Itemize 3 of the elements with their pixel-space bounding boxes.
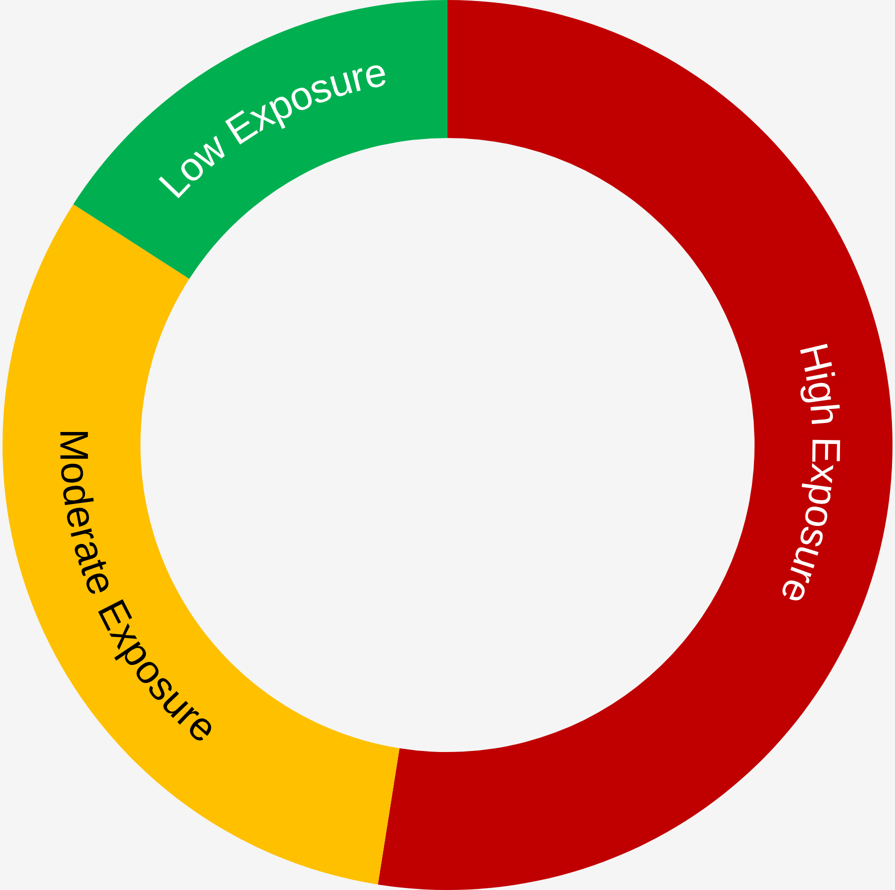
category-label: High Exposure xyxy=(771,339,848,610)
category-label: Low Exposure xyxy=(150,50,390,207)
category-label: Moderate Exposure xyxy=(51,428,226,752)
